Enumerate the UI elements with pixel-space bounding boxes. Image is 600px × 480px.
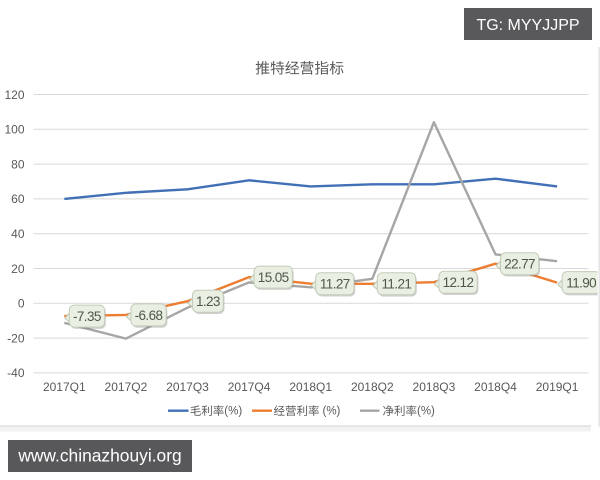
svg-text:80: 80 (11, 157, 25, 171)
svg-text:11.90: 11.90 (566, 276, 596, 291)
svg-text:-7.35: -7.35 (73, 309, 101, 324)
svg-text:2017Q4: 2017Q4 (228, 380, 271, 394)
svg-text:www.chinazhouyi.org: www.chinazhouyi.org (17, 446, 181, 466)
svg-text:2018Q1: 2018Q1 (289, 380, 332, 394)
svg-text:(%): (%) (224, 406, 242, 418)
svg-text:15.05: 15.05 (258, 270, 289, 285)
svg-text:-40: -40 (7, 366, 25, 380)
svg-text:12.12: 12.12 (443, 275, 474, 290)
svg-text:100: 100 (4, 123, 24, 137)
svg-text:22.77: 22.77 (504, 257, 535, 272)
svg-text:(%): (%) (323, 406, 341, 418)
svg-text:2018Q2: 2018Q2 (351, 380, 394, 394)
svg-text:(%): (%) (417, 406, 435, 418)
svg-text:40: 40 (11, 227, 25, 241)
svg-text:-20: -20 (7, 331, 25, 345)
svg-text:2017Q2: 2017Q2 (105, 380, 148, 394)
svg-text:2017Q1: 2017Q1 (43, 380, 86, 394)
svg-text:2017Q3: 2017Q3 (166, 380, 209, 394)
svg-text:0: 0 (18, 297, 25, 311)
svg-text:11.21: 11.21 (382, 277, 412, 292)
svg-text:2019Q1: 2019Q1 (536, 380, 579, 394)
svg-text:20: 20 (11, 262, 25, 276)
svg-text:60: 60 (11, 192, 25, 206)
svg-text:120: 120 (4, 88, 24, 102)
svg-text:TG: MYYJJPP: TG: MYYJJPP (476, 17, 579, 34)
svg-text:-6.68: -6.68 (135, 308, 163, 323)
svg-text:1.23: 1.23 (196, 294, 220, 309)
svg-text:11.27: 11.27 (320, 277, 350, 292)
svg-text:2018Q4: 2018Q4 (474, 380, 517, 394)
svg-text:2018Q3: 2018Q3 (413, 380, 456, 394)
